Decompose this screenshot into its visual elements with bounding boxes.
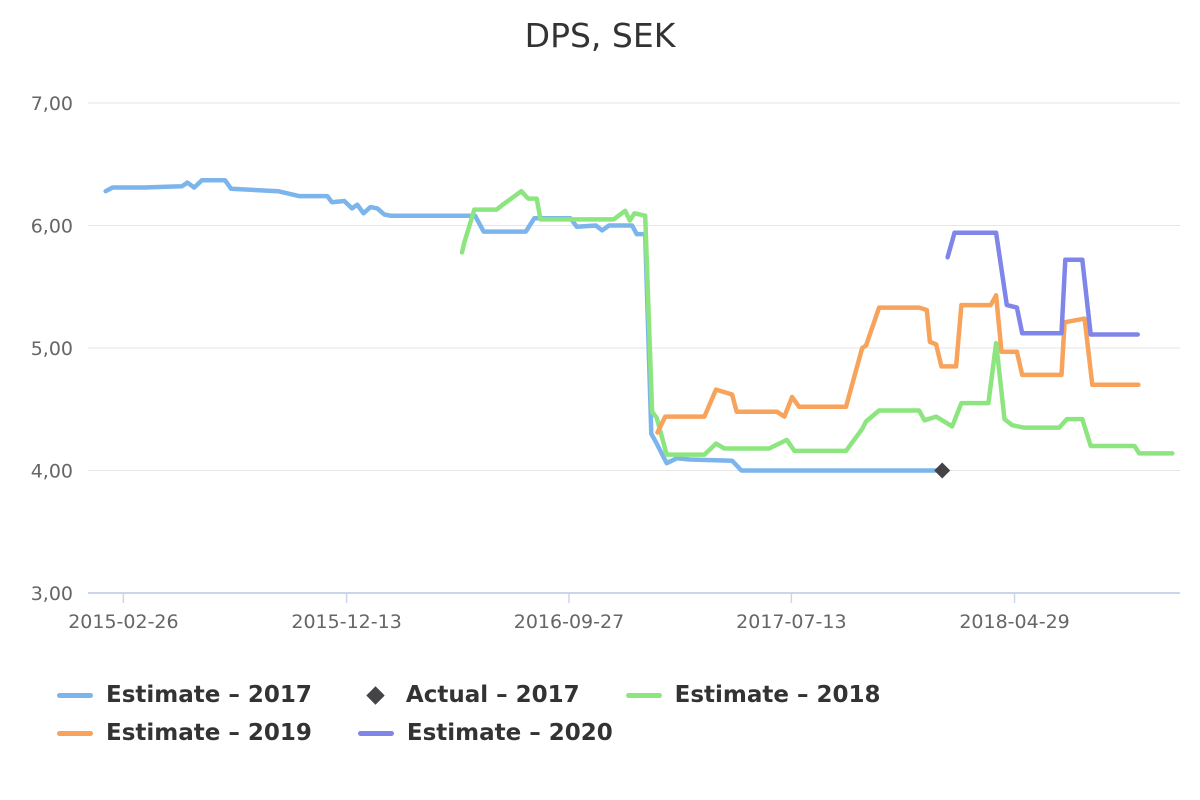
series-line-estimate-2017[interactable] xyxy=(103,177,945,473)
diamond-marker-icon xyxy=(366,685,385,705)
legend: Estimate – 2017 Actual – 2017 Estimate – 2… xyxy=(57,682,1167,746)
plot-area: 7,00 6,00 5,00 4,00 3,00 2015-02-26 2015-12-13… xyxy=(31,93,1180,633)
actual-diamond-marker[interactable] xyxy=(934,462,951,479)
legend-item-estimate-2018[interactable]: Estimate – 2018 xyxy=(625,682,881,708)
legend-label: Estimate – 2017 xyxy=(106,682,312,708)
y-axis-label: 3,00 xyxy=(31,583,73,605)
legend-item-estimate-2017[interactable]: Estimate – 2017 xyxy=(57,682,312,708)
legend-item-estimate-2020[interactable]: Estimate – 2020 xyxy=(357,720,613,746)
series-line-estimate-2018[interactable] xyxy=(459,188,1175,457)
y-axis-label: 5,00 xyxy=(31,338,73,360)
line-swatch-icon xyxy=(357,730,394,736)
legend-label: Estimate – 2019 xyxy=(106,720,312,746)
line-swatch-icon xyxy=(625,692,662,698)
x-axis-label: 2016-09-27 xyxy=(514,611,624,633)
x-axis-label: 2015-02-26 xyxy=(68,611,178,633)
legend-item-actual-2017[interactable]: Actual – 2017 xyxy=(358,682,580,708)
x-axis-label: 2015-12-13 xyxy=(291,611,401,633)
line-swatch-icon xyxy=(57,730,93,736)
legend-label: Estimate – 2018 xyxy=(674,682,881,708)
x-axis-label: 2017-07-13 xyxy=(736,611,846,633)
x-axis-label: 2018-04-29 xyxy=(959,611,1069,633)
legend-label: Actual – 2017 xyxy=(405,682,580,708)
legend-label: Estimate – 2020 xyxy=(406,720,613,746)
y-axis-label: 7,00 xyxy=(31,93,73,115)
line-swatch-icon xyxy=(57,692,93,698)
y-axis-label: 6,00 xyxy=(31,216,73,238)
series-line-estimate-2020[interactable] xyxy=(945,230,1140,337)
legend-item-estimate-2019[interactable]: Estimate – 2019 xyxy=(57,720,312,746)
chart-title: DPS, SEK xyxy=(524,16,676,55)
series-line-estimate-2019[interactable] xyxy=(655,293,1141,435)
y-axis-label: 4,00 xyxy=(31,461,73,483)
